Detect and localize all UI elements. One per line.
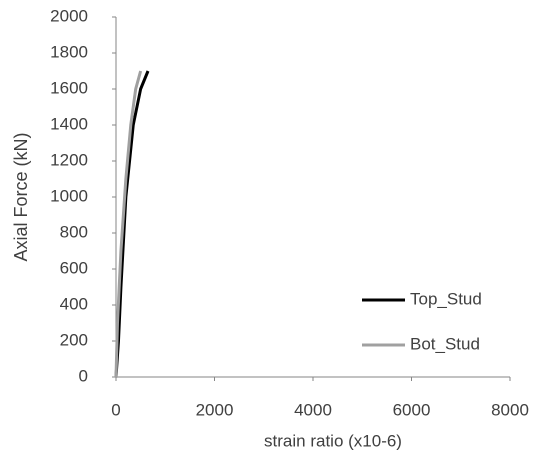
y-tick-label: 400 bbox=[60, 294, 88, 313]
y-tick-label: 1200 bbox=[50, 150, 88, 169]
y-axis-label: Axial Force (kN) bbox=[11, 132, 31, 261]
y-tick-label: 1600 bbox=[50, 78, 88, 97]
y-tick-label: 600 bbox=[60, 258, 88, 277]
y-tick-label: 200 bbox=[60, 330, 88, 349]
legend-label: Top_Stud bbox=[410, 289, 482, 308]
y-tick-label: 2000 bbox=[50, 6, 88, 25]
legend-label: Bot_Stud bbox=[410, 334, 480, 353]
y-tick-label: 1400 bbox=[50, 114, 88, 133]
x-tick-label: 8000 bbox=[491, 400, 529, 419]
y-tick-label: 800 bbox=[60, 222, 88, 241]
x-axis-label: strain ratio (x10-6) bbox=[264, 431, 402, 450]
x-tick-label: 4000 bbox=[294, 400, 332, 419]
y-tick-label: 1000 bbox=[50, 186, 88, 205]
series-line bbox=[114, 70, 143, 378]
x-tick-label: 6000 bbox=[393, 400, 431, 419]
y-tick-label: 1800 bbox=[50, 42, 88, 61]
x-tick-label: 2000 bbox=[196, 400, 234, 419]
y-tick-label: 0 bbox=[79, 366, 88, 385]
x-tick-label: 0 bbox=[111, 400, 120, 419]
